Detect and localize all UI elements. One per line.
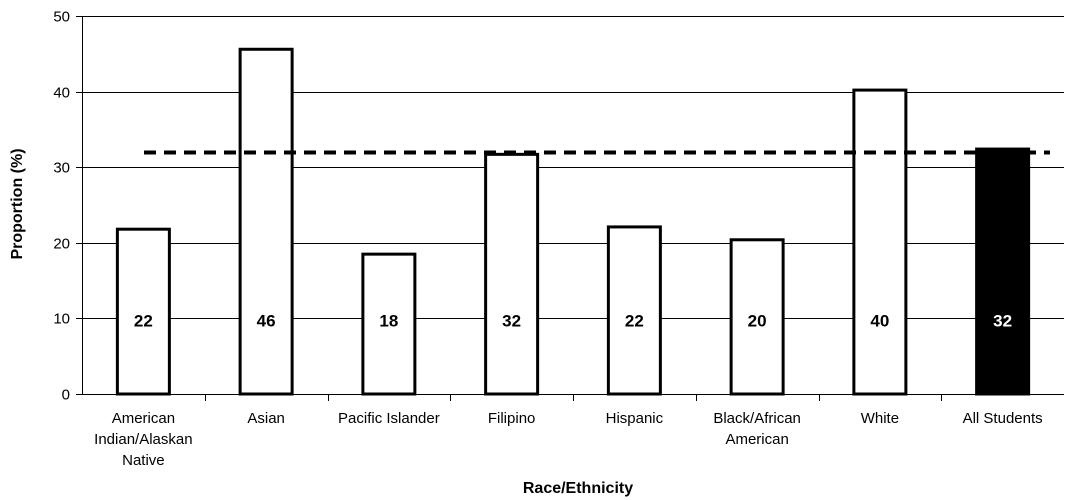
bar (729, 238, 785, 396)
bar (975, 147, 1031, 396)
bars (115, 47, 1031, 396)
gridlines (82, 16, 1064, 319)
x-axis-title: Race/Ethnicity (523, 480, 633, 497)
x-category-label: Indian/Alaskan (94, 431, 192, 448)
bar-data-label: 20 (748, 312, 767, 331)
x-category-label: Filipino (488, 410, 536, 427)
bar-data-label: 46 (257, 312, 276, 331)
bar (115, 227, 171, 396)
x-category-label: American (725, 431, 788, 448)
bar-data-label: 22 (625, 312, 644, 331)
y-tick-label: 0 (62, 387, 70, 404)
bar-data-label: 40 (870, 312, 889, 331)
x-category-label: Black/African (713, 410, 801, 427)
x-category-label: American (112, 410, 175, 427)
x-category-label: Pacific Islander (338, 410, 440, 427)
x-category-label: Native (122, 452, 165, 469)
x-category-label: Asian (247, 410, 285, 427)
y-tick-label: 40 (53, 85, 70, 102)
y-tick-label: 10 (53, 311, 70, 328)
bar (852, 88, 908, 396)
x-category-label: All Students (963, 410, 1043, 427)
bar-data-labels: 22 46 18 32 22 20 40 32 (134, 312, 1012, 331)
y-tick-label: 20 (53, 236, 70, 253)
bar (484, 152, 540, 396)
axes (76, 16, 1064, 401)
y-tick-label: 30 (53, 160, 70, 177)
x-category-labels: American Indian/Alaskan Native Asian Pacific… (94, 410, 1042, 469)
bar (361, 252, 417, 396)
y-tick-labels: 0 10 20 30 40 50 (53, 9, 70, 404)
y-axis-title: Proportion (%) (9, 148, 26, 259)
bar (238, 47, 294, 396)
bar-data-label: 18 (379, 312, 398, 331)
x-category-label: Hispanic (606, 410, 664, 427)
bar (606, 225, 662, 396)
x-category-label: White (861, 410, 899, 427)
bar-data-label: 32 (502, 312, 521, 331)
y-tick-label: 50 (53, 9, 70, 26)
bar-data-label: 22 (134, 312, 153, 331)
bar-data-label: 32 (993, 312, 1012, 331)
